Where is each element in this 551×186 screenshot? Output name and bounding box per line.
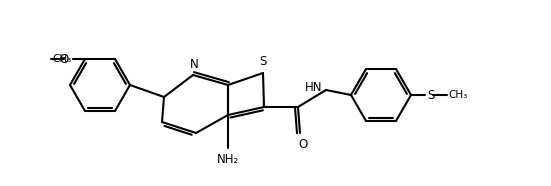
Text: S: S — [427, 89, 434, 102]
Text: NH₂: NH₂ — [217, 153, 239, 166]
Text: N: N — [190, 58, 198, 71]
Text: HN: HN — [305, 81, 322, 94]
Text: CH₃: CH₃ — [52, 54, 71, 64]
Text: S: S — [260, 55, 267, 68]
Text: O: O — [299, 138, 307, 151]
Text: O: O — [60, 52, 69, 65]
Text: CH₃: CH₃ — [448, 90, 467, 100]
